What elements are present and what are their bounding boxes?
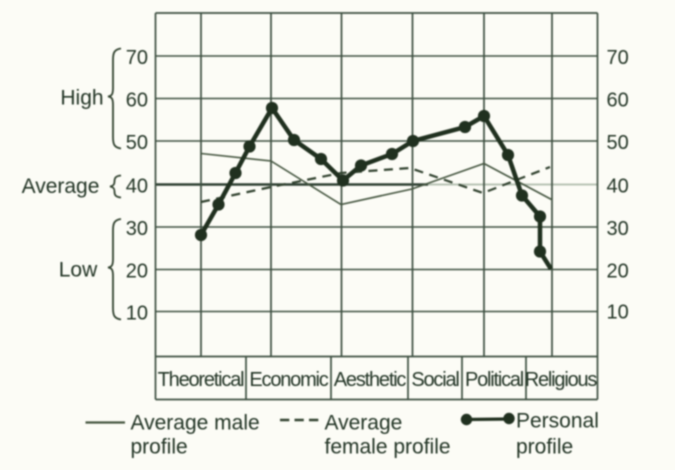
svg-text:40: 40 [126, 176, 148, 198]
svg-text:50: 50 [126, 132, 148, 154]
svg-text:60: 60 [607, 90, 629, 112]
svg-text:70: 70 [126, 47, 148, 69]
svg-text:20: 20 [607, 261, 629, 283]
svg-text:Low: Low [59, 259, 98, 282]
svg-text:Theoretical: Theoretical [158, 369, 244, 391]
svg-text:profile: profile [516, 436, 573, 459]
svg-text:Personal: Personal [516, 410, 599, 433]
svg-text:Religious: Religious [525, 369, 598, 391]
svg-text:30: 30 [126, 218, 148, 240]
svg-text:Economic: Economic [249, 369, 328, 391]
svg-text:High: High [60, 87, 103, 110]
svg-text:40: 40 [607, 176, 629, 198]
svg-text:70: 70 [607, 47, 629, 69]
svg-text:10: 10 [126, 303, 148, 325]
svg-text:20: 20 [126, 261, 148, 283]
svg-text:female profile: female profile [325, 436, 451, 459]
svg-text:Political: Political [465, 369, 524, 391]
svg-text:Average: Average [22, 175, 100, 198]
svg-text:Average: Average [325, 412, 403, 435]
svg-text:60: 60 [126, 90, 148, 112]
svg-text:50: 50 [607, 132, 629, 154]
svg-text:Social: Social [411, 369, 459, 391]
svg-text:30: 30 [607, 218, 629, 240]
svg-text:Average male: Average male [131, 412, 260, 435]
svg-text:profile: profile [131, 436, 188, 459]
svg-text:10: 10 [607, 302, 629, 324]
svg-text:Aesthetic: Aesthetic [334, 369, 407, 391]
